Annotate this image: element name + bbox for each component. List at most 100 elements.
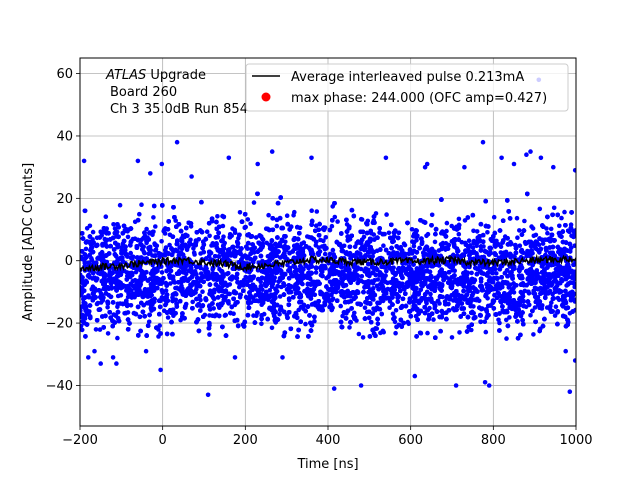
scatter-point (167, 242, 172, 248)
scatter-point (198, 297, 203, 303)
scatter-point (117, 202, 123, 208)
scatter-point (393, 308, 399, 313)
scatter-point (314, 209, 320, 214)
scatter-point (517, 228, 522, 233)
scatter-point (444, 220, 450, 226)
scatter-point (344, 222, 350, 227)
scatter-point (266, 212, 271, 218)
scatter-point (545, 230, 550, 236)
scatter-point (375, 321, 381, 327)
scatter-point (462, 218, 468, 223)
scatter-point (251, 200, 257, 205)
scatter-point (393, 330, 398, 336)
scatter-point (248, 221, 253, 227)
scatter-point (105, 305, 110, 310)
scatter-point (330, 247, 336, 253)
scatter-point (360, 335, 366, 340)
scatter-point (347, 325, 352, 330)
scatter-point (491, 214, 497, 220)
scatter-point (111, 222, 116, 227)
scatter-point (572, 284, 576, 290)
scatter-point (515, 235, 520, 240)
scatter-point (253, 235, 259, 240)
scatter-point (483, 329, 489, 335)
scatter-point (537, 206, 543, 212)
scatter-point (128, 250, 133, 256)
scatter-point (90, 229, 96, 235)
scatter-point (381, 243, 386, 248)
scatter-point (429, 212, 435, 218)
scatter-point (277, 294, 283, 299)
scatter-point (191, 246, 196, 251)
scatter-point (572, 243, 576, 248)
scatter-point (105, 331, 111, 336)
scatter-point (157, 323, 162, 328)
scatter-point (531, 332, 536, 337)
scatter-point (327, 251, 333, 257)
scatter-point (370, 253, 376, 259)
scatter-point (457, 330, 462, 335)
scatter-point (153, 224, 158, 229)
scatter-point (274, 223, 280, 229)
scatter-point (97, 327, 103, 332)
scatter-point (549, 300, 554, 305)
scatter-point (474, 229, 480, 234)
scatter-point (204, 229, 210, 234)
scatter-point (83, 246, 89, 252)
scatter-point (118, 255, 123, 261)
scatter-point (514, 215, 520, 221)
scatter-point (401, 241, 407, 246)
scatter-point (340, 313, 345, 319)
scatter-point (359, 217, 365, 222)
scatter-point (196, 237, 202, 242)
scatter-point (125, 234, 131, 240)
scatter-point (449, 335, 455, 340)
scatter-point (504, 317, 509, 323)
scatter-point (553, 304, 559, 310)
scatter-point (532, 305, 538, 310)
scatter-point (87, 223, 93, 229)
scatter-point (335, 219, 340, 224)
scatter-point (80, 323, 84, 329)
scatter-point (151, 215, 156, 220)
scatter-point (312, 318, 317, 324)
scatter-point (482, 319, 488, 325)
scatter-point (544, 305, 550, 310)
scatter-point (356, 331, 362, 337)
scatter-point (192, 252, 197, 257)
scatter-point (251, 313, 256, 318)
scatter-point (168, 281, 173, 286)
scatter-point (200, 289, 205, 295)
scatter-point (115, 244, 120, 250)
scatter-point (159, 270, 165, 275)
scatter-point (528, 313, 533, 318)
scatter-point (469, 270, 474, 276)
scatter-point (259, 302, 265, 308)
scatter-point (411, 243, 417, 249)
scatter-point (362, 305, 368, 311)
scatter-point (428, 291, 433, 297)
scatter-point (517, 243, 523, 248)
scatter-point (456, 231, 462, 237)
scatter-point (323, 235, 329, 240)
scatter-point (313, 243, 319, 248)
scatter-point (237, 210, 243, 215)
scatter-point (299, 241, 305, 246)
scatter-point (309, 208, 315, 213)
scatter-point (387, 305, 392, 311)
scatter-point (220, 223, 226, 229)
scatter-point (292, 209, 297, 215)
scatter-point (507, 315, 512, 320)
scatter-point (137, 211, 142, 217)
scatter-point (390, 311, 396, 317)
scatter-point (153, 247, 159, 252)
scatter-point (559, 215, 564, 221)
scatter-point (497, 320, 502, 326)
scatter-point (425, 231, 431, 237)
scatter-point (207, 332, 212, 337)
scatter-point (207, 233, 212, 239)
scatter-point (409, 227, 415, 232)
scatter-point (284, 213, 290, 218)
scatter-point (313, 270, 319, 275)
